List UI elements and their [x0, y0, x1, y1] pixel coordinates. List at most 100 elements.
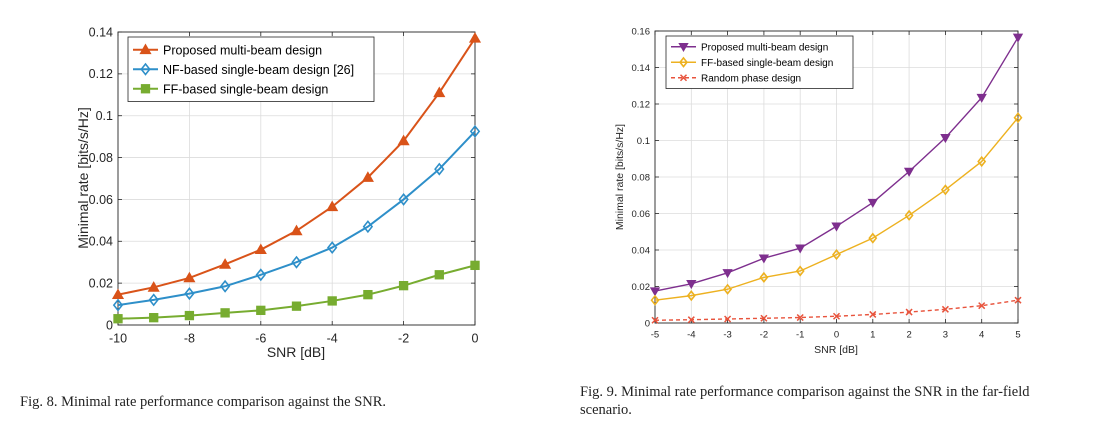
series-3-line: [654, 299, 1019, 321]
legend-label-3: FF-based single-beam design: [163, 82, 328, 96]
x-tick-label: 5: [1015, 330, 1020, 341]
series-1: [111, 32, 482, 300]
series-3-point: [398, 280, 409, 291]
series-1-point: [940, 134, 951, 144]
x-tick-label: -8: [184, 332, 195, 346]
series-3-point: [113, 314, 123, 324]
series-2-point: [832, 248, 841, 261]
series-2-point: [291, 255, 302, 269]
series-3-point: [220, 308, 230, 318]
y-tick-label: 0.16: [632, 26, 651, 37]
legend-label-1: Proposed multi-beam design: [163, 43, 322, 57]
series-3-point: [724, 315, 732, 323]
x-tick-label: -3: [723, 330, 731, 341]
series-2-line: [654, 117, 1019, 301]
x-tick-label: -2: [398, 332, 409, 346]
legend-marker-1: [678, 43, 689, 53]
series-3-point: [327, 296, 337, 306]
legend-label-2: FF-based single-beam design: [701, 58, 833, 69]
legend-marker-3: [679, 74, 688, 82]
series-3-point: [869, 310, 877, 318]
legend-box: [665, 35, 854, 89]
series-3-point: [796, 313, 804, 322]
series-3-point: [941, 305, 949, 313]
legend-label-3: Random phase design: [701, 73, 801, 84]
series-3-point: [149, 313, 159, 323]
series-2-point: [255, 268, 266, 282]
series-2-point: [650, 294, 660, 306]
series-3-point: [184, 310, 195, 321]
fig8-caption: Fig. 8. Minimal rate performance compari…: [20, 393, 386, 411]
series-1-point: [290, 224, 303, 236]
y-tick-label: 0: [645, 318, 650, 329]
y-tick-label: 0.08: [632, 172, 651, 183]
x-tick-label: -4: [687, 330, 695, 341]
series-2: [650, 112, 1023, 306]
y-tick-label: 0.02: [89, 277, 113, 291]
legend-marker-1: [139, 43, 152, 55]
series-2-point: [184, 287, 195, 301]
series-1-point: [758, 254, 770, 264]
legend-label-1: Proposed multi-beam design: [701, 42, 828, 53]
y-tick-label: 0.04: [632, 245, 651, 256]
series-1-point: [183, 271, 196, 283]
legend-marker-2: [140, 62, 151, 76]
series-2-point: [219, 279, 231, 293]
series-3-point: [291, 301, 302, 311]
x-tick-label: 2: [906, 330, 911, 341]
series-1-point: [795, 244, 806, 254]
x-tick-label: -6: [255, 332, 266, 346]
series-1-point: [147, 281, 160, 292]
y-tick-label: 0.12: [632, 99, 651, 110]
series-1-point: [722, 269, 733, 279]
series-2: [112, 124, 481, 312]
series-3-point: [905, 308, 913, 316]
x-axis-label: SNR [dB]: [814, 344, 858, 356]
series-3: [113, 260, 480, 324]
series-1-point: [831, 222, 842, 232]
legend-marker-3: [140, 84, 151, 94]
x-tick-label: 0: [834, 330, 839, 341]
series-3-point: [256, 305, 266, 316]
series-3-point: [651, 316, 659, 324]
series-2-point: [362, 220, 374, 234]
y-tick-label: 0.06: [89, 193, 113, 207]
y-tick-label: 0.14: [89, 25, 113, 39]
series-2-point: [112, 298, 124, 312]
series-3-point: [760, 314, 768, 322]
y-tick-label: 0.06: [632, 209, 651, 220]
legend-label-2: NF-based single-beam design [26]: [163, 63, 354, 77]
series-2-point: [868, 232, 878, 244]
fig9-caption: Fig. 9. Minimal rate performance compari…: [580, 383, 1085, 419]
series-3-point: [832, 312, 841, 320]
legend: Proposed multi-beam design FF-based singl…: [665, 35, 854, 89]
series-2-point: [759, 271, 769, 283]
x-tick-label: -1: [796, 330, 804, 341]
series-1-point: [867, 198, 878, 208]
y-tick-label: 0.04: [89, 235, 113, 249]
x-tick-label: 3: [943, 330, 948, 341]
x-tick-label: 1: [870, 330, 875, 341]
series-1-point: [254, 243, 267, 255]
series-2-point: [940, 184, 950, 196]
series-2-line: [117, 130, 476, 307]
chart-1: -10 -8 -6 -4 -2 0 0 0.02 0.04 0.06 0.08 0.1 0.12 0.14…: [75, 25, 482, 360]
x-tick-label: -2: [760, 330, 768, 341]
series-3-point: [470, 260, 480, 271]
series-1: [649, 33, 1024, 297]
series-1-point: [361, 171, 374, 182]
series-2-point: [398, 192, 409, 206]
y-tick-label: 0: [106, 318, 113, 332]
series-1-point: [976, 93, 987, 103]
y-axis-label: Minimal rate [bits/s/Hz]: [614, 124, 626, 230]
y-tick-label: 0.12: [89, 67, 113, 81]
series-1-point: [326, 200, 339, 212]
series-3-point: [363, 289, 373, 300]
series-2-point: [977, 155, 987, 168]
y-tick-label: 0.14: [632, 63, 651, 74]
series-2-point: [1013, 112, 1023, 124]
x-tick-label: 4: [979, 330, 984, 341]
x-tick-label: -10: [109, 332, 127, 346]
chart-2: -5 -4 -3 -2 -1 0 1 2 3 4 5 0 0.02 0.04 0.06 0.08 0.1 0.12…: [614, 26, 1024, 356]
